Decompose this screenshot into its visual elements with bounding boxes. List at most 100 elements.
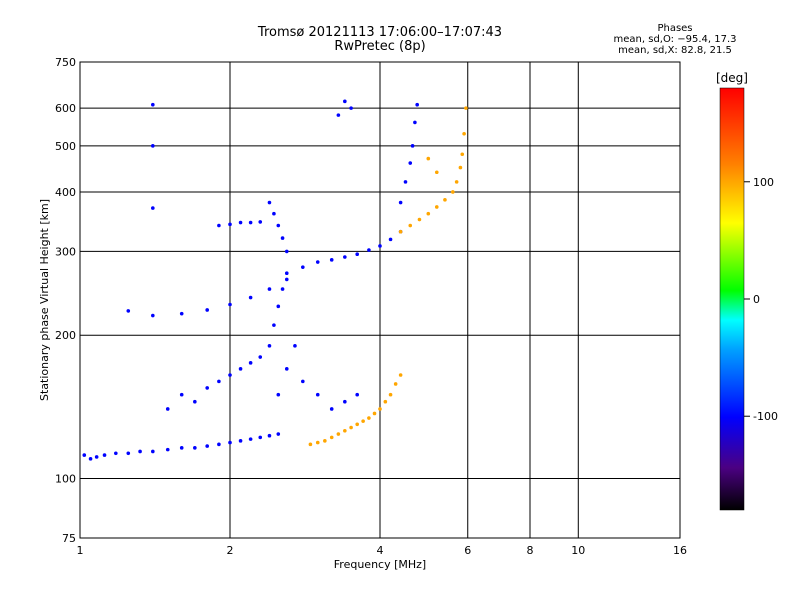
x-tick-label: 10 [571,544,585,557]
data-point [426,156,431,161]
data-point [165,447,170,452]
data-point [179,392,184,397]
data-point [179,311,184,316]
data-point [228,440,232,445]
data-point [151,102,155,107]
data-point [248,295,253,300]
data-point [393,382,398,386]
data-point [434,170,439,175]
data-point [383,399,388,404]
data-point [378,407,382,411]
data-point [458,165,463,170]
y-axis-label: Stationary phase Virtual Height [km] [38,199,51,401]
data-point [228,222,232,227]
y-tick-label: 400 [55,186,76,199]
data-point [272,323,276,327]
data-point [415,102,419,107]
data-point [410,144,415,148]
axis-ticks: 1 2 4 6 8 10 16 75 100 200 300 400 500 600 750 [55,56,687,557]
plot-frame [79,61,681,539]
data-point [238,220,243,225]
y-tick-label: 75 [62,532,76,545]
data-point [267,433,272,438]
y-tick-label: 200 [55,329,76,342]
y-tick-label: 100 [55,473,76,486]
data-point [336,432,341,436]
data-point [323,439,327,443]
data-point [238,439,243,443]
data-point [398,373,403,377]
data-point [248,220,253,225]
data-point [284,367,289,371]
data-point [205,308,209,312]
data-point [301,379,305,384]
colorbar-tick-label: -100 [753,410,778,423]
x-tick-label: 2 [227,544,234,557]
data-point [88,457,93,461]
data-point [248,437,253,441]
grid-lines [80,62,680,538]
data-point [284,271,289,276]
data-point [336,113,341,117]
data-point [238,367,243,371]
data-point [408,161,413,165]
data-point [151,144,155,148]
data-point [329,258,334,262]
data-point [138,449,142,454]
data-point [258,435,263,440]
data-point [361,419,365,423]
data-point [443,198,447,202]
data-point [388,392,393,397]
data-point [193,399,197,404]
phases-x-stats: mean, sd,X: 82.8, 21.5 [618,45,732,56]
phases-o-stats: mean, sd,O: −95.4, 17.3 [613,34,737,45]
data-point [267,344,272,348]
data-point [315,440,320,445]
data-point [102,453,107,457]
data-point [434,205,439,209]
data-point [343,428,347,433]
data-point [462,131,466,136]
phases-title: Phases [657,23,693,34]
data-point [276,392,281,397]
data-point [343,255,347,259]
y-tick-label: 750 [55,56,76,69]
data-point [165,407,170,411]
y-tick-label: 500 [55,140,76,153]
data-point [276,432,281,436]
x-tick-label: 6 [464,544,471,557]
y-tick-label: 300 [55,245,76,258]
data-point [284,249,289,254]
data-point [372,411,377,416]
chart-subtitle: RwPretec (8p) [334,39,426,54]
data-points [82,99,468,461]
data-point [355,422,359,427]
data-point [413,120,417,125]
data-point [151,313,155,318]
data-point [343,399,347,404]
data-point [276,304,281,309]
data-point [193,446,197,450]
data-point [408,223,413,228]
data-point [388,237,393,242]
data-point [451,190,455,194]
data-point [315,392,320,397]
x-tick-label: 1 [77,544,84,557]
x-axis-label: Frequency [MHz] [334,558,426,571]
x-tick-label: 16 [673,544,687,557]
data-point [258,355,263,359]
data-point [378,244,382,248]
data-point [228,302,232,307]
data-point [126,309,131,313]
colorbar-tick-label: 0 [753,293,760,306]
colorbar-ticks: 100 0 -100 [744,176,778,423]
data-point [151,449,155,454]
data-point [280,287,285,291]
phase-colorbar [719,87,745,511]
data-point [315,260,320,264]
x-tick-label: 4 [377,544,384,557]
data-point [276,223,281,228]
data-point [217,223,221,228]
data-point [272,211,276,216]
data-point [228,373,232,377]
